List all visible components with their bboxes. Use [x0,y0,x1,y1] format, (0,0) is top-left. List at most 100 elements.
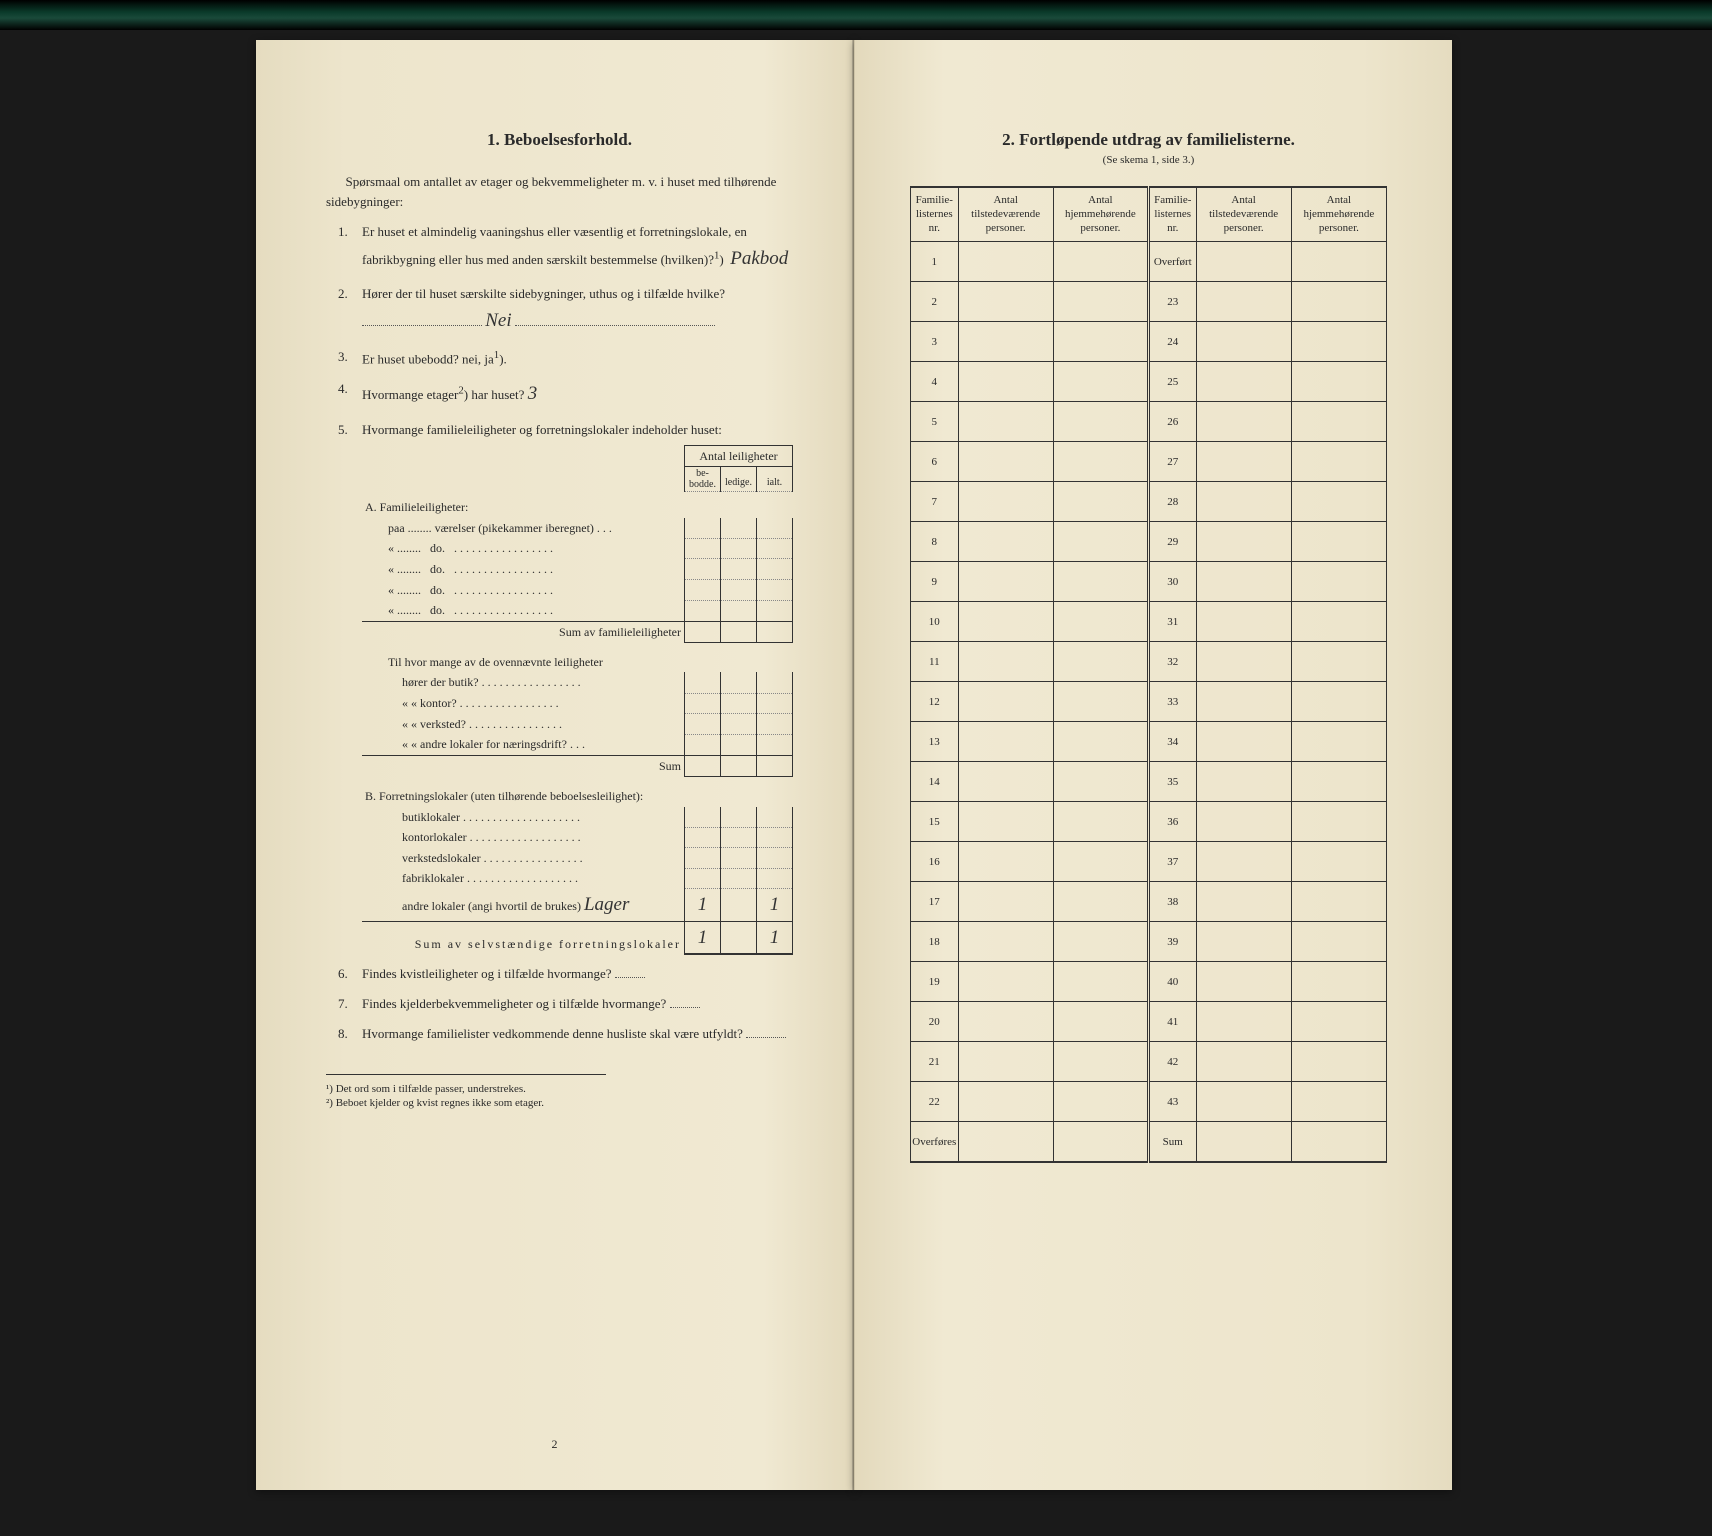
left-belong [1053,482,1148,522]
table-row: 1334 [911,722,1387,762]
left-present [958,482,1053,522]
left-nr: 9 [911,562,959,602]
right-present [1196,1042,1291,1082]
right-present [1196,1122,1291,1162]
q5-h2: ledige. [721,467,757,492]
left-present [958,322,1053,362]
col3a: Antal hjemmehørende personer. [1053,187,1148,242]
right-belong [1291,1122,1386,1162]
right-nr: 37 [1148,842,1196,882]
right-belong [1291,282,1386,322]
left-nr: 11 [911,642,959,682]
left-present [958,282,1053,322]
family-table: Familie- listernes nr. Antal tilstedevær… [910,186,1387,1163]
table-row: 1536 [911,802,1387,842]
left-nr: 1 [911,242,959,282]
col1b: Familie- listernes nr. [1148,187,1196,242]
left-present [958,682,1053,722]
intro-text: Spørsmaal om antallet av etager og bekve… [326,172,793,211]
left-nr: 10 [911,602,959,642]
q8: Hvormange familielister vedkommende denn… [344,1023,793,1045]
q2: Hører der til huset særskilte sidebygnin… [344,283,793,337]
q5: Hvormange familieleiligheter og forretni… [344,419,793,956]
table-row: 930 [911,562,1387,602]
right-belong [1291,242,1386,282]
right-present [1196,602,1291,642]
right-belong [1291,642,1386,682]
right-belong [1291,842,1386,882]
right-belong [1291,362,1386,402]
footnote2: ²) Beboet kjelder og kvist regnes ikke s… [326,1097,606,1109]
right-belong [1291,1082,1386,1122]
left-present [958,1082,1053,1122]
right-nr: 43 [1148,1082,1196,1122]
right-nr: 34 [1148,722,1196,762]
secA-row1: paa ........ værelser (pikekammer ibereg… [362,518,685,539]
right-belong [1291,762,1386,802]
left-present [958,762,1053,802]
right-belong [1291,802,1386,842]
left-present [958,842,1053,882]
left-nr: 22 [911,1082,959,1122]
right-nr: Overført [1148,242,1196,282]
right-present [1196,482,1291,522]
q4: Hvormange etager2) har huset? 3 [344,378,793,410]
left-belong [1053,922,1148,962]
table-row: 10 31 [911,602,1387,642]
right-nr: 28 [1148,482,1196,522]
table-row: 526 [911,402,1387,442]
right-belong [1291,882,1386,922]
right-present [1196,362,1291,402]
right-belong [1291,522,1386,562]
table-row: OverføresSum [911,1122,1387,1162]
left-present [958,562,1053,602]
left-nr: 16 [911,842,959,882]
right-present [1196,882,1291,922]
left-nr: 5 [911,402,959,442]
right-nr: 35 [1148,762,1196,802]
right-present [1196,802,1291,842]
table-row: 1738 [911,882,1387,922]
secA-title: A. Familieleiligheter: [365,500,468,514]
q1: Er huset et almindelig vaaningshus eller… [344,221,793,275]
right-nr: 31 [1148,602,1196,642]
q5-head-main: Antal leiligheter [685,445,793,467]
left-belong [1053,1082,1148,1122]
right-nr: 23 [1148,282,1196,322]
table-row: 1637 [911,842,1387,882]
table-row: 1 Overført [911,242,1387,282]
q2-answer: Nei [485,310,511,331]
q3-sup: 1 [494,349,499,361]
right-present [1196,562,1291,602]
question-list: Er huset et almindelig vaaningshus eller… [344,221,793,1046]
right-nr: Sum [1148,1122,1196,1162]
right-nr: 39 [1148,922,1196,962]
left-present [958,642,1053,682]
table-row: 425 [911,362,1387,402]
right-nr: 41 [1148,1002,1196,1042]
table-row: 1233 [911,682,1387,722]
left-belong [1053,522,1148,562]
table-row: 1132 [911,642,1387,682]
table-row: 22 43 [911,1082,1387,1122]
left-present [958,402,1053,442]
page-number: 2 [552,1437,558,1452]
right-present [1196,682,1291,722]
right-nr: 36 [1148,802,1196,842]
right-belong [1291,1002,1386,1042]
col3b: Antal hjemmehørende personer. [1291,187,1386,242]
left-belong [1053,1122,1148,1162]
secB-title: B. Forretningslokaler (uten tilhørende b… [365,789,643,803]
right-nr: 38 [1148,882,1196,922]
left-belong [1053,962,1148,1002]
right-belong [1291,682,1386,722]
right-nr: 27 [1148,442,1196,482]
left-nr: 3 [911,322,959,362]
right-nr: 42 [1148,1042,1196,1082]
q7: Findes kjelderbekvemmeligheter og i tilf… [344,993,793,1015]
secA-mid: Til hvor mange av de ovennævnte leilighe… [388,655,603,669]
right-present [1196,242,1291,282]
left-belong [1053,722,1148,762]
left-present [958,882,1053,922]
q1-text: Er huset et almindelig vaaningshus eller… [362,224,747,267]
